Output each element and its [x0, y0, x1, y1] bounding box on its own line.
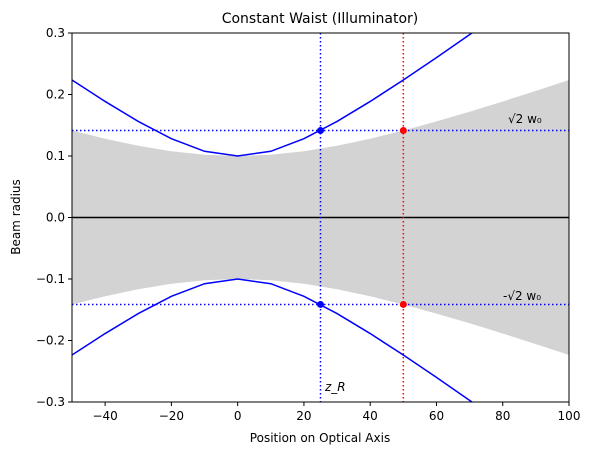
y-tick-label: −0.2	[36, 334, 65, 348]
y-tick-label: 0.0	[46, 211, 65, 225]
x-tick-label: 100	[558, 409, 581, 423]
y-tick-label: 0.3	[46, 26, 65, 40]
x-axis-label: Position on Optical Axis	[250, 431, 390, 445]
marker	[399, 300, 407, 308]
annotation: -√2 w₀	[503, 289, 541, 303]
x-tick-label: 0	[234, 409, 242, 423]
y-tick-label: 0.2	[46, 88, 65, 102]
x-tick-label: 40	[363, 409, 378, 423]
x-tick-label: −40	[92, 409, 117, 423]
plot-area	[72, 33, 569, 402]
x-tick-label: 20	[296, 409, 311, 423]
marker	[317, 127, 324, 135]
annotation: z_R	[324, 380, 346, 394]
y-tick-label: −0.1	[36, 272, 65, 286]
x-tick-label: 60	[429, 409, 444, 423]
marker	[317, 300, 324, 308]
y-tick-label: 0.1	[46, 149, 65, 163]
y-tick-label: −0.3	[36, 395, 65, 409]
x-tick-label: −20	[159, 409, 184, 423]
chart-title: Constant Waist (Illuminator)	[222, 11, 419, 27]
annotation: √2 w₀	[508, 112, 542, 126]
x-tick-label: 80	[495, 409, 510, 423]
y-axis-label: Beam radius	[9, 179, 23, 255]
marker	[399, 127, 407, 135]
